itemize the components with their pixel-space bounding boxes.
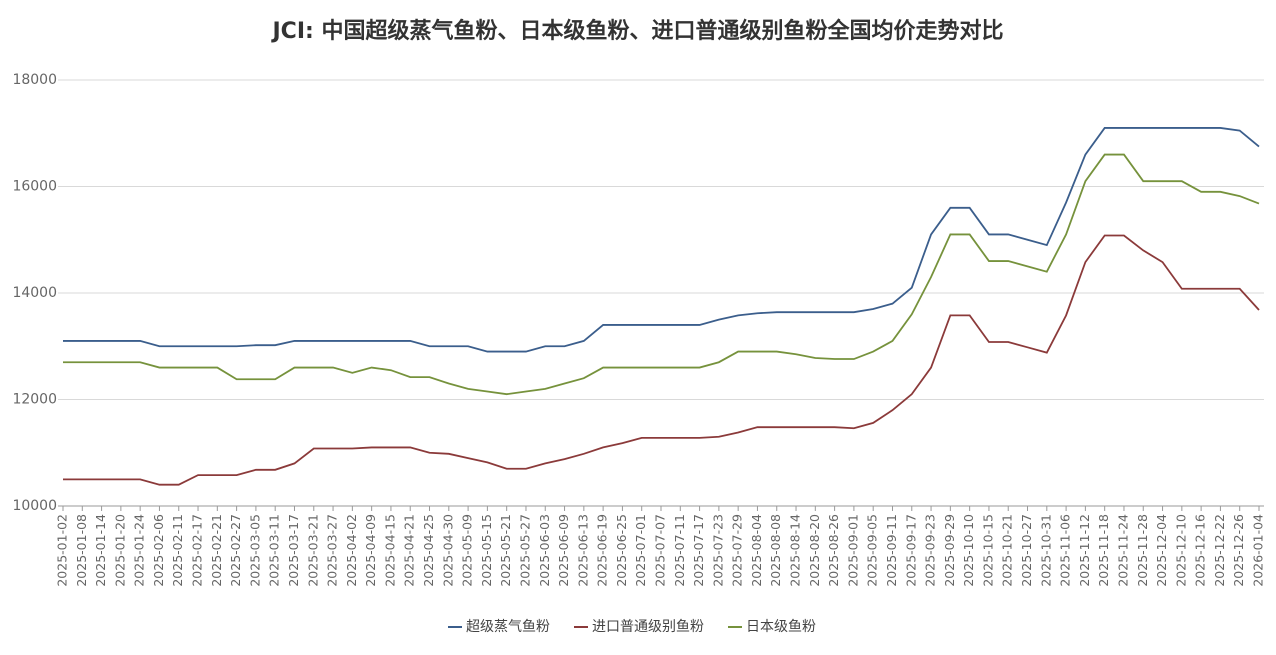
x-tick-label: 2025-12-16 [1193, 514, 1208, 587]
x-tick-label: 2025-12-10 [1173, 514, 1188, 587]
x-tick-label: 2025-03-27 [325, 514, 340, 587]
x-tick-label: 2025-07-07 [653, 514, 668, 587]
x-tick-label: 2025-08-26 [826, 514, 841, 587]
x-tick-label: 2025-04-02 [344, 514, 359, 587]
x-tick-label: 2025-01-14 [93, 514, 108, 587]
chart-title: JCI: 中国超级蒸气鱼粉、日本级鱼粉、进口普通级别鱼粉全国均价走势对比 [271, 18, 1004, 44]
series-line [63, 234, 1260, 486]
x-tick-label: 2025-05-15 [479, 514, 494, 587]
y-tick-label: 10000 [12, 498, 57, 514]
x-tick-label: 2025-07-23 [710, 514, 725, 587]
x-tick-label: 2025-07-17 [691, 514, 706, 587]
x-tick-label: 2025-04-09 [363, 514, 378, 587]
x-tick-label: 2025-02-21 [209, 514, 224, 587]
x-tick-label: 2025-06-13 [575, 514, 590, 587]
x-tick-label: 2025-12-04 [1154, 514, 1169, 587]
series-line [63, 153, 1260, 396]
x-tick-label: 2025-04-15 [382, 514, 397, 587]
x-tick-label: 2025-11-18 [1096, 514, 1111, 587]
x-tick-label: 2025-01-20 [112, 514, 127, 587]
x-tick-label: 2025-02-06 [151, 514, 166, 587]
x-tick-label: 2025-09-23 [923, 514, 938, 587]
x-tick-label: 2025-09-05 [865, 514, 880, 587]
x-tick-label: 2025-04-25 [421, 514, 436, 587]
x-tick-label: 2025-01-24 [132, 514, 147, 587]
legend-label: 超级蒸气鱼粉 [466, 618, 550, 635]
x-tick-label: 2025-04-30 [440, 514, 455, 587]
x-tick-label: 2025-05-21 [498, 514, 513, 587]
x-tick-label: 2025-08-14 [788, 514, 803, 587]
x-tick-label: 2025-05-27 [517, 514, 532, 587]
y-tick-label: 12000 [12, 392, 57, 408]
x-tick-label: 2025-11-06 [1058, 514, 1073, 587]
x-tick-label: 2025-09-17 [903, 514, 918, 587]
legend-label: 进口普通级别鱼粉 [592, 618, 704, 635]
x-tick-label: 2025-06-03 [537, 514, 552, 587]
x-tick-label: 2025-10-15 [980, 514, 995, 587]
x-tick-label: 2025-08-20 [807, 514, 822, 587]
y-tick-label: 14000 [12, 285, 57, 301]
x-tick-label: 2025-10-31 [1038, 514, 1053, 587]
x-tick-label: 2025-03-11 [267, 514, 282, 587]
x-tick-label: 2025-09-29 [942, 514, 957, 587]
x-tick-label: 2025-07-01 [633, 514, 648, 587]
x-tick-label: 2025-02-11 [170, 514, 185, 587]
x-tick-label: 2025-03-17 [286, 514, 301, 587]
series-line [63, 127, 1260, 353]
x-tick-label: 2025-11-12 [1077, 514, 1092, 587]
x-tick-label: 2025-04-21 [402, 514, 417, 587]
x-tick-label: 2025-03-21 [305, 514, 320, 587]
x-tick-label: 2025-07-11 [672, 514, 687, 587]
x-tick-label: 2025-12-22 [1212, 514, 1227, 587]
x-tick-label: 2025-08-04 [749, 514, 764, 587]
x-tick-label: 2025-03-05 [247, 514, 262, 587]
legend-label: 日本级鱼粉 [746, 618, 816, 635]
x-tick-label: 2025-01-02 [55, 514, 70, 587]
y-tick-label: 18000 [12, 72, 57, 88]
x-tick-label: 2025-05-09 [460, 514, 475, 587]
x-tick-label: 2025-11-24 [1115, 514, 1130, 587]
x-tick-label: 2025-11-28 [1135, 514, 1150, 587]
x-tick-label: 2025-07-29 [730, 514, 745, 587]
y-tick-label: 16000 [12, 179, 57, 195]
x-tick-label: 2025-12-26 [1231, 514, 1246, 587]
x-tick-label: 2025-06-25 [614, 514, 629, 587]
x-tick-label: 2025-01-08 [74, 514, 89, 587]
x-tick-label: 2025-02-17 [190, 514, 205, 587]
x-tick-label: 2025-09-11 [884, 514, 899, 587]
x-tick-label: 2025-10-10 [961, 514, 976, 587]
x-tick-label: 2025-10-21 [1000, 514, 1015, 587]
x-tick-label: 2025-06-09 [556, 514, 571, 587]
x-tick-label: 2025-06-19 [595, 514, 610, 587]
x-tick-label: 2025-09-01 [845, 514, 860, 587]
x-tick-label: 2025-08-08 [768, 514, 783, 587]
x-tick-label: 2025-02-27 [228, 514, 243, 587]
x-tick-label: 2025-10-27 [1019, 514, 1034, 587]
x-tick-label: 2026-01-04 [1251, 514, 1266, 587]
